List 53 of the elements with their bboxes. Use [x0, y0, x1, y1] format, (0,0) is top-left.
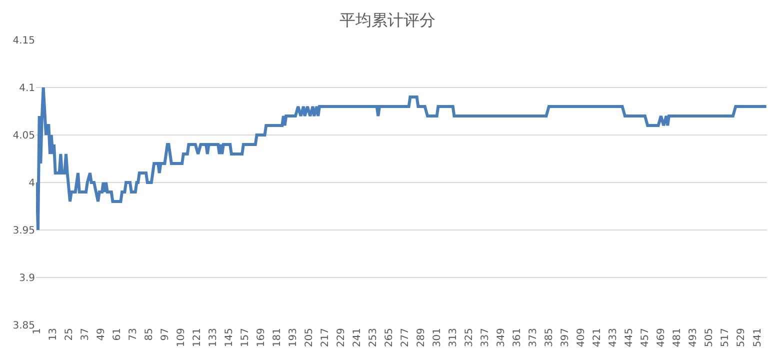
x-tick-label: 109 — [176, 328, 187, 348]
x-tick-label: 217 — [320, 328, 332, 348]
x-tick-label: 373 — [528, 328, 540, 348]
y-tick-label: 3.9 — [19, 273, 35, 284]
x-tick-label: 193 — [288, 328, 300, 348]
x-tick-label: 265 — [384, 328, 396, 348]
x-tick-label: 325 — [464, 328, 476, 348]
chart-title: 平均累计评分 — [340, 10, 436, 30]
x-tick-label: 133 — [208, 328, 219, 348]
x-tick-label: 421 — [592, 328, 604, 348]
x-tick-label: 73 — [128, 328, 139, 341]
x-tick-label: 313 — [448, 328, 460, 348]
y-tick-label: 3.95 — [12, 226, 35, 236]
x-tick-label: 49 — [96, 328, 107, 341]
x-tick-label: 25 — [64, 328, 75, 341]
x-tick-label: 361 — [512, 328, 524, 348]
y-tick-label: 4.15 — [12, 36, 35, 46]
y-tick-label: 4.1 — [19, 83, 35, 94]
x-tick-label: 397 — [560, 328, 572, 348]
x-tick-label: 517 — [720, 328, 732, 348]
x-tick-label: 457 — [640, 328, 652, 348]
x-tick-label: 277 — [400, 328, 412, 348]
x-tick-label: 529 — [736, 328, 748, 348]
x-tick-label: 121 — [192, 328, 203, 348]
x-tick-label: 409 — [576, 328, 588, 348]
x-tick-label: 97 — [160, 328, 171, 341]
x-tick-label: 385 — [544, 328, 556, 348]
x-tick-label: 181 — [272, 328, 284, 348]
line-series — [36, 86, 767, 232]
x-tick-label: 85 — [144, 328, 155, 341]
x-tick-label: 337 — [480, 328, 492, 348]
x-tick-label: 505 — [704, 328, 716, 348]
x-tick-label: 169 — [256, 328, 268, 348]
x-tick-label: 37 — [80, 328, 91, 341]
x-tick-label: 289 — [416, 328, 428, 348]
x-tick-label: 301 — [432, 328, 444, 348]
x-tick-label: 241 — [352, 328, 364, 348]
x-tick-label: 349 — [496, 328, 508, 348]
x-tick-label: 229 — [336, 328, 348, 348]
x-tick-label: 253 — [368, 328, 380, 348]
x-tick-label: 61 — [112, 328, 123, 341]
x-tick-label: 481 — [672, 328, 684, 348]
x-tick-label: 541 — [752, 328, 764, 348]
x-tick-label: 145 — [224, 328, 235, 348]
x-tick-label: 205 — [304, 328, 316, 348]
y-tick-label: 4.05 — [12, 130, 35, 142]
y-tick-label: 4 — [28, 178, 35, 189]
x-tick-label: 157 — [240, 328, 252, 348]
x-tick-label: 493 — [688, 328, 700, 348]
x-tick-label: 433 — [608, 328, 620, 348]
x-tick-label: 469 — [656, 328, 668, 348]
x-tick-label: 13 — [48, 328, 59, 341]
x-tick-label: 445 — [624, 328, 636, 348]
